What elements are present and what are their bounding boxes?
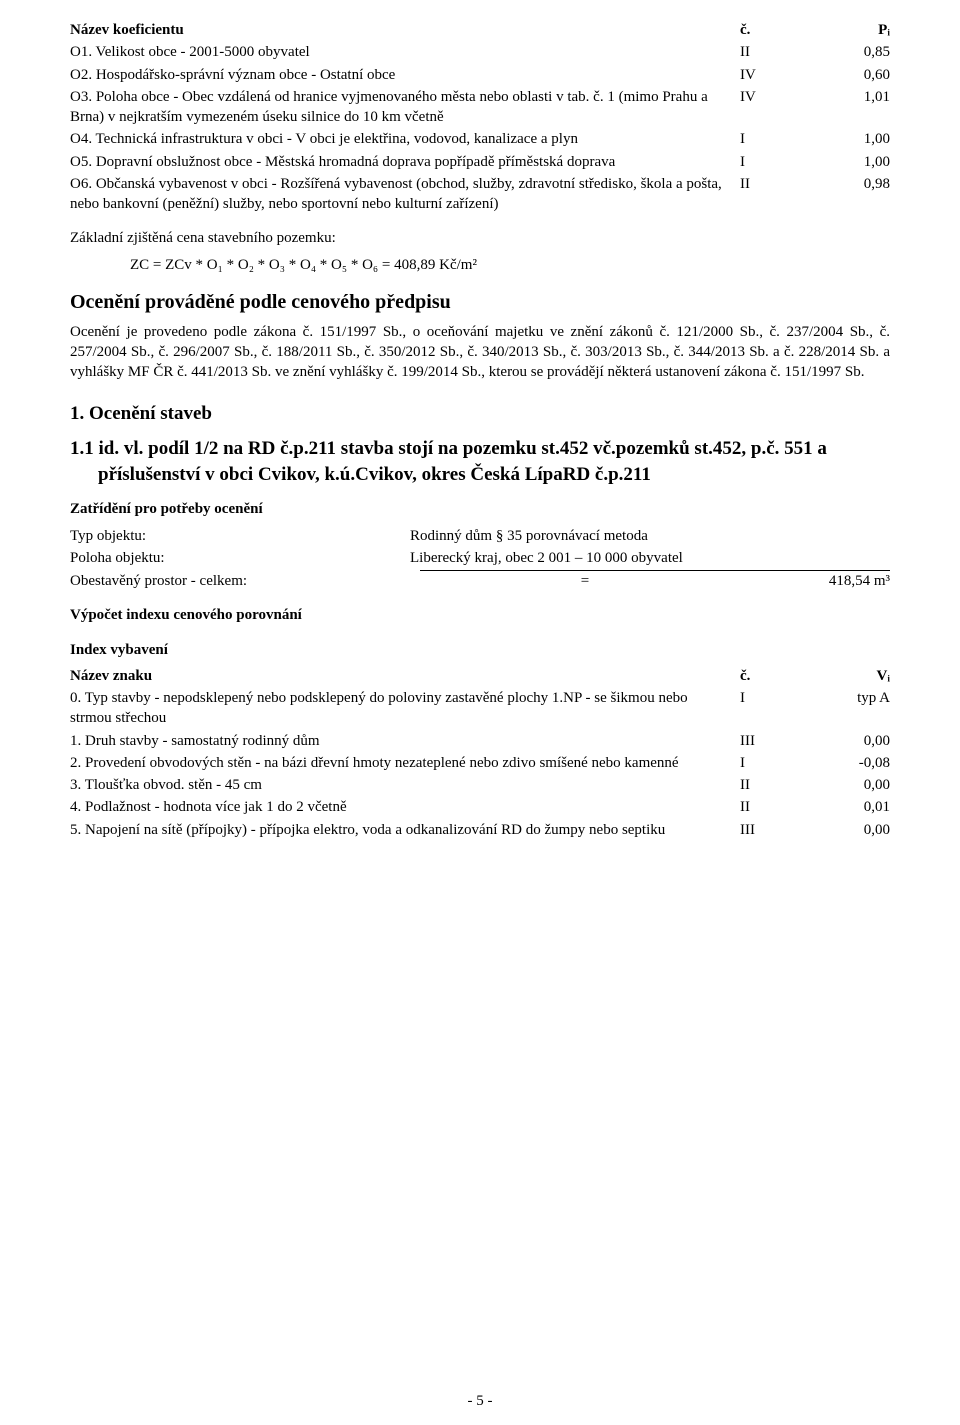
base-price-formula: ZC = ZCv * O₁ * O₂ * O₃ * O₄ * O₅ * O₆ =…: [70, 255, 890, 275]
index-heading: Index vybavení: [70, 640, 890, 660]
coef-name: O4. Technická infrastruktura v obci - V …: [70, 129, 740, 149]
idx-row: 4. Podlažnost - hodnota více jak 1 do 2 …: [70, 797, 890, 817]
idx-name: 0. Typ stavby - nepodsklepený nebo podsk…: [70, 688, 740, 729]
coef-row: O5. Dopravní obslužnost obce - Městská h…: [70, 152, 890, 172]
coef-name: O2. Hospodářsko-správní význam obce - Os…: [70, 65, 740, 85]
idx-row: 5. Napojení na sítě (přípojky) - přípojk…: [70, 820, 890, 840]
idx-name: 3. Tloušťka obvod. stěn - 45 cm: [70, 775, 740, 795]
base-price-label: Základní zjištěná cena stavebního pozemk…: [70, 228, 890, 248]
idx-v: typ A: [820, 688, 890, 708]
coef-name: O6. Občanská vybavenost v obci - Rozšíře…: [70, 174, 740, 215]
idx-c: II: [740, 797, 820, 817]
coef-header-c: č.: [740, 20, 820, 40]
idx-name: 2. Provedení obvodových stěn - na bázi d…: [70, 753, 740, 773]
idx-header-name: Název znaku: [70, 666, 740, 686]
idx-header-c: č.: [740, 666, 820, 686]
coef-row: O1. Velikost obce - 2001-5000 obyvatel I…: [70, 42, 890, 62]
kv-label: Typ objektu:: [70, 526, 410, 546]
coef-c: II: [740, 174, 820, 194]
coef-c: IV: [740, 65, 820, 85]
coef-p: 0,85: [820, 42, 890, 62]
kv-value: Liberecký kraj, obec 2 001 – 10 000 obyv…: [410, 548, 890, 568]
idx-c: I: [740, 753, 820, 773]
idx-v: 0,00: [820, 775, 890, 795]
idx-c: III: [740, 820, 820, 840]
coef-header: Název koeficientu č. Pᵢ: [70, 20, 890, 40]
coef-row: O3. Poloha obce - Obec vzdálená od hrani…: [70, 87, 890, 128]
idx-row: 2. Provedení obvodových stěn - na bázi d…: [70, 753, 890, 773]
coef-c: IV: [740, 87, 820, 107]
coef-name: O3. Poloha obce - Obec vzdálená od hrani…: [70, 87, 740, 128]
valuation-heading: Ocenění prováděné podle cenového předpis…: [70, 289, 890, 316]
section1-heading: 1. Ocenění staveb: [70, 401, 890, 427]
coef-c: II: [740, 42, 820, 62]
kv-label: Poloha objektu:: [70, 548, 410, 568]
coef-c: I: [740, 152, 820, 172]
idx-c: III: [740, 731, 820, 751]
coef-row: O4. Technická infrastruktura v obci - V …: [70, 129, 890, 149]
coef-row: O2. Hospodářsko-správní význam obce - Os…: [70, 65, 890, 85]
coef-p: 0,98: [820, 174, 890, 194]
calc-heading: Výpočet indexu cenového porovnání: [70, 605, 890, 625]
valuation-text: Ocenění je provedeno podle zákona č. 151…: [70, 322, 890, 383]
kv-row: Typ objektu: Rodinný dům § 35 porovnávac…: [70, 526, 890, 546]
idx-row: 0. Typ stavby - nepodsklepený nebo podsk…: [70, 688, 890, 729]
coef-row: O6. Občanská vybavenost v obci - Rozšíře…: [70, 174, 890, 215]
idx-name: 1. Druh stavby - samostatný rodinný dům: [70, 731, 740, 751]
section1-item-heading: 1.1 id. vl. podíl 1/2 na RD č.p.211 stav…: [70, 436, 890, 487]
idx-name: 5. Napojení na sítě (přípojky) - přípojk…: [70, 820, 740, 840]
coef-p: 1,00: [820, 129, 890, 149]
idx-c: II: [740, 775, 820, 795]
coef-header-p: Pᵢ: [820, 20, 890, 40]
coef-c: I: [740, 129, 820, 149]
space-row: Obestavěný prostor - celkem: = 418,54 m³: [70, 571, 890, 591]
coef-p: 0,60: [820, 65, 890, 85]
space-label: Obestavěný prostor - celkem:: [70, 571, 410, 591]
kv-row: Poloha objektu: Liberecký kraj, obec 2 0…: [70, 548, 890, 568]
idx-v: 0,00: [820, 820, 890, 840]
idx-header: Název znaku č. Vᵢ: [70, 666, 890, 686]
idx-name: 4. Podlažnost - hodnota více jak 1 do 2 …: [70, 797, 740, 817]
idx-v: -0,08: [820, 753, 890, 773]
coef-p: 1,01: [820, 87, 890, 107]
space-value: 418,54 m³: [760, 571, 890, 591]
idx-c: I: [740, 688, 820, 708]
classification-heading: Zatřídění pro potřeby ocenění: [70, 499, 890, 519]
idx-v: 0,01: [820, 797, 890, 817]
space-eq: =: [410, 571, 760, 591]
coef-name: O1. Velikost obce - 2001-5000 obyvatel: [70, 42, 740, 62]
coef-name: O5. Dopravní obslužnost obce - Městská h…: [70, 152, 740, 172]
idx-v: 0,00: [820, 731, 890, 751]
page-number: - 5 -: [0, 1391, 960, 1411]
coef-p: 1,00: [820, 152, 890, 172]
kv-value: Rodinný dům § 35 porovnávací metoda: [410, 526, 890, 546]
idx-row: 3. Tloušťka obvod. stěn - 45 cm II 0,00: [70, 775, 890, 795]
coef-header-name: Název koeficientu: [70, 20, 740, 40]
idx-header-v: Vᵢ: [820, 666, 890, 686]
idx-row: 1. Druh stavby - samostatný rodinný dům …: [70, 731, 890, 751]
